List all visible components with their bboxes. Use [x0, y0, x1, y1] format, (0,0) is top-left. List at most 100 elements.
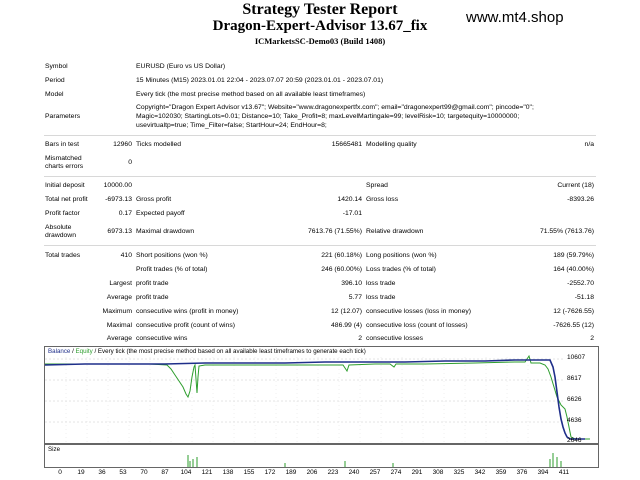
- x-tick: 394: [537, 469, 549, 476]
- ticks-label: Ticks modelled: [136, 141, 182, 148]
- bars-label: Bars in test: [45, 141, 79, 148]
- maximum-label: Maximum: [102, 308, 132, 315]
- x-tick: 189: [285, 469, 297, 476]
- x-tick: 0: [58, 469, 62, 476]
- maximal-consec-loss-label: consecutive loss (count of losses): [366, 322, 468, 329]
- deposit-value: 10000.00: [103, 182, 132, 189]
- equity-line: [45, 354, 590, 440]
- divider: [44, 135, 596, 136]
- bars-value: 12960: [113, 141, 132, 148]
- max-drawdown-label: Maximal drawdown: [136, 228, 195, 235]
- gross-profit-value: 1420.14: [337, 196, 362, 203]
- model-label: Model: [45, 91, 64, 98]
- spread-value: Current (18): [557, 182, 594, 189]
- symbol-value: EURUSD (Euro vs US Dollar): [136, 63, 226, 70]
- x-tick: 257: [369, 469, 381, 476]
- parameters-label: Parameters: [45, 113, 81, 120]
- balance-line: [45, 359, 585, 440]
- chart-plot: [45, 354, 590, 443]
- x-tick: 359: [495, 469, 507, 476]
- x-tick: 104: [180, 469, 192, 476]
- model-value: Every tick (the most precise method base…: [136, 91, 366, 98]
- x-tick: 240: [348, 469, 360, 476]
- largest-profit-value: 396.10: [341, 280, 362, 287]
- rel-drawdown-value: 71.55% (7613.76): [539, 228, 594, 235]
- symbol-label: Symbol: [45, 63, 68, 70]
- abs-drawdown-label-2: drawdown: [45, 232, 76, 239]
- period-value: 15 Minutes (M15) 2023.01.01 22:04 - 2023…: [136, 77, 384, 84]
- mismatch-value: 0: [128, 159, 132, 166]
- largest-label: Largest: [109, 280, 132, 287]
- maximal-consec-loss-value: -7626.55 (12): [553, 322, 594, 329]
- x-tick: 274: [390, 469, 402, 476]
- y-tick: 2646: [567, 437, 582, 444]
- abs-drawdown-value: 6973.13: [107, 228, 132, 235]
- avg-profit-label: profit trade: [136, 294, 169, 301]
- expected-payoff-label: Expected payoff: [136, 210, 185, 217]
- avg-consec-losses-value: 2: [590, 335, 594, 342]
- profit-trades-value: 246 (60.00%): [321, 266, 362, 273]
- maximal-label: Maximal: [106, 322, 132, 329]
- modelling-quality-label: Modelling quality: [366, 141, 417, 148]
- loss-trades-label: Loss trades (% of total): [366, 266, 436, 273]
- ticks-value: 15665481: [331, 141, 362, 148]
- avg-profit-value: 5.77: [348, 294, 362, 301]
- rel-drawdown-label: Relative drawdown: [366, 228, 424, 235]
- y-tick: 4636: [567, 417, 582, 424]
- chart-caption: Balance / Equity / Every tick (the most …: [48, 348, 366, 355]
- ea-name: Dragon-Expert-Advisor 13.67_fix: [212, 18, 428, 34]
- x-tick: 376: [516, 469, 528, 476]
- largest-loss-value: -2552.70: [567, 280, 594, 287]
- max-consec-wins-label: consecutive wins (profit in money): [136, 308, 239, 315]
- abs-drawdown-label-1: Absolute: [45, 224, 72, 231]
- long-positions-value: 189 (59.79%): [553, 252, 594, 259]
- x-tick: 121: [201, 469, 213, 476]
- size-plot: [187, 453, 562, 467]
- net-profit-value: -6973.13: [105, 196, 132, 203]
- avg-consec-wins-label: consecutive wins: [136, 335, 188, 342]
- x-tick: 87: [161, 469, 169, 476]
- max-consec-wins-value: 12 (12.07): [331, 308, 362, 315]
- max-consec-losses-value: 12 (-7626.55): [553, 308, 594, 315]
- mismatch-label-1: Mismatched: [45, 155, 82, 162]
- avg-loss-value: -51.18: [574, 294, 594, 301]
- maximal-consec-profit-value: 486.99 (4): [331, 322, 362, 329]
- size-chart: Size: [44, 444, 599, 468]
- x-tick: 291: [411, 469, 423, 476]
- x-tick: 308: [432, 469, 444, 476]
- period-label: Period: [45, 77, 65, 84]
- expected-payoff-value: -17.01: [342, 210, 362, 217]
- profit-factor-label: Profit factor: [45, 210, 80, 217]
- x-tick: 138: [222, 469, 234, 476]
- x-tick: 53: [119, 469, 127, 476]
- maximal-consec-profit-label: consecutive profit (count of wins): [136, 322, 235, 329]
- modelling-quality-value: n/a: [584, 141, 594, 148]
- max-consec-losses-label: consecutive losses (loss in money): [366, 308, 472, 315]
- net-profit-label: Total net profit: [45, 196, 88, 203]
- largest-profit-label: profit trade: [136, 280, 169, 287]
- gross-profit-label: Gross profit: [136, 196, 172, 203]
- mismatch-label-2: charts errors: [45, 163, 84, 170]
- x-tick: 342: [474, 469, 486, 476]
- parameters-line-1: Copyright="Dragon Expert Advisor v13.67"…: [136, 104, 534, 111]
- max-drawdown-value: 7613.76 (71.55%): [307, 228, 362, 235]
- avg-consec-wins-value: 2: [358, 335, 362, 342]
- average-consec-label: Average: [106, 335, 132, 342]
- x-tick: 70: [140, 469, 148, 476]
- server-info: ICMarketsSC-Demo03 (Build 1408): [254, 36, 386, 46]
- short-positions-value: 221 (60.18%): [321, 252, 362, 259]
- caption-equity: Equity: [75, 348, 93, 355]
- x-tick: 411: [558, 469, 570, 476]
- x-tick: 19: [77, 469, 85, 476]
- balance-equity-chart: Balance / Equity / Every tick (the most …: [44, 346, 599, 444]
- caption-rest: / Every tick (the most precise method ba…: [92, 348, 366, 355]
- total-trades-value: 410: [120, 252, 132, 259]
- y-tick: 6626: [567, 396, 582, 403]
- total-trades-label: Total trades: [45, 252, 81, 259]
- y-tick: 10607: [567, 354, 586, 361]
- long-positions-label: Long positions (won %): [366, 252, 437, 259]
- x-tick: 223: [327, 469, 339, 476]
- x-tick: 172: [264, 469, 276, 476]
- watermark: www.mt4.shop: [466, 9, 564, 26]
- parameters-line-3: usevirtualtp=true; Time_Filter=false; St…: [136, 122, 327, 129]
